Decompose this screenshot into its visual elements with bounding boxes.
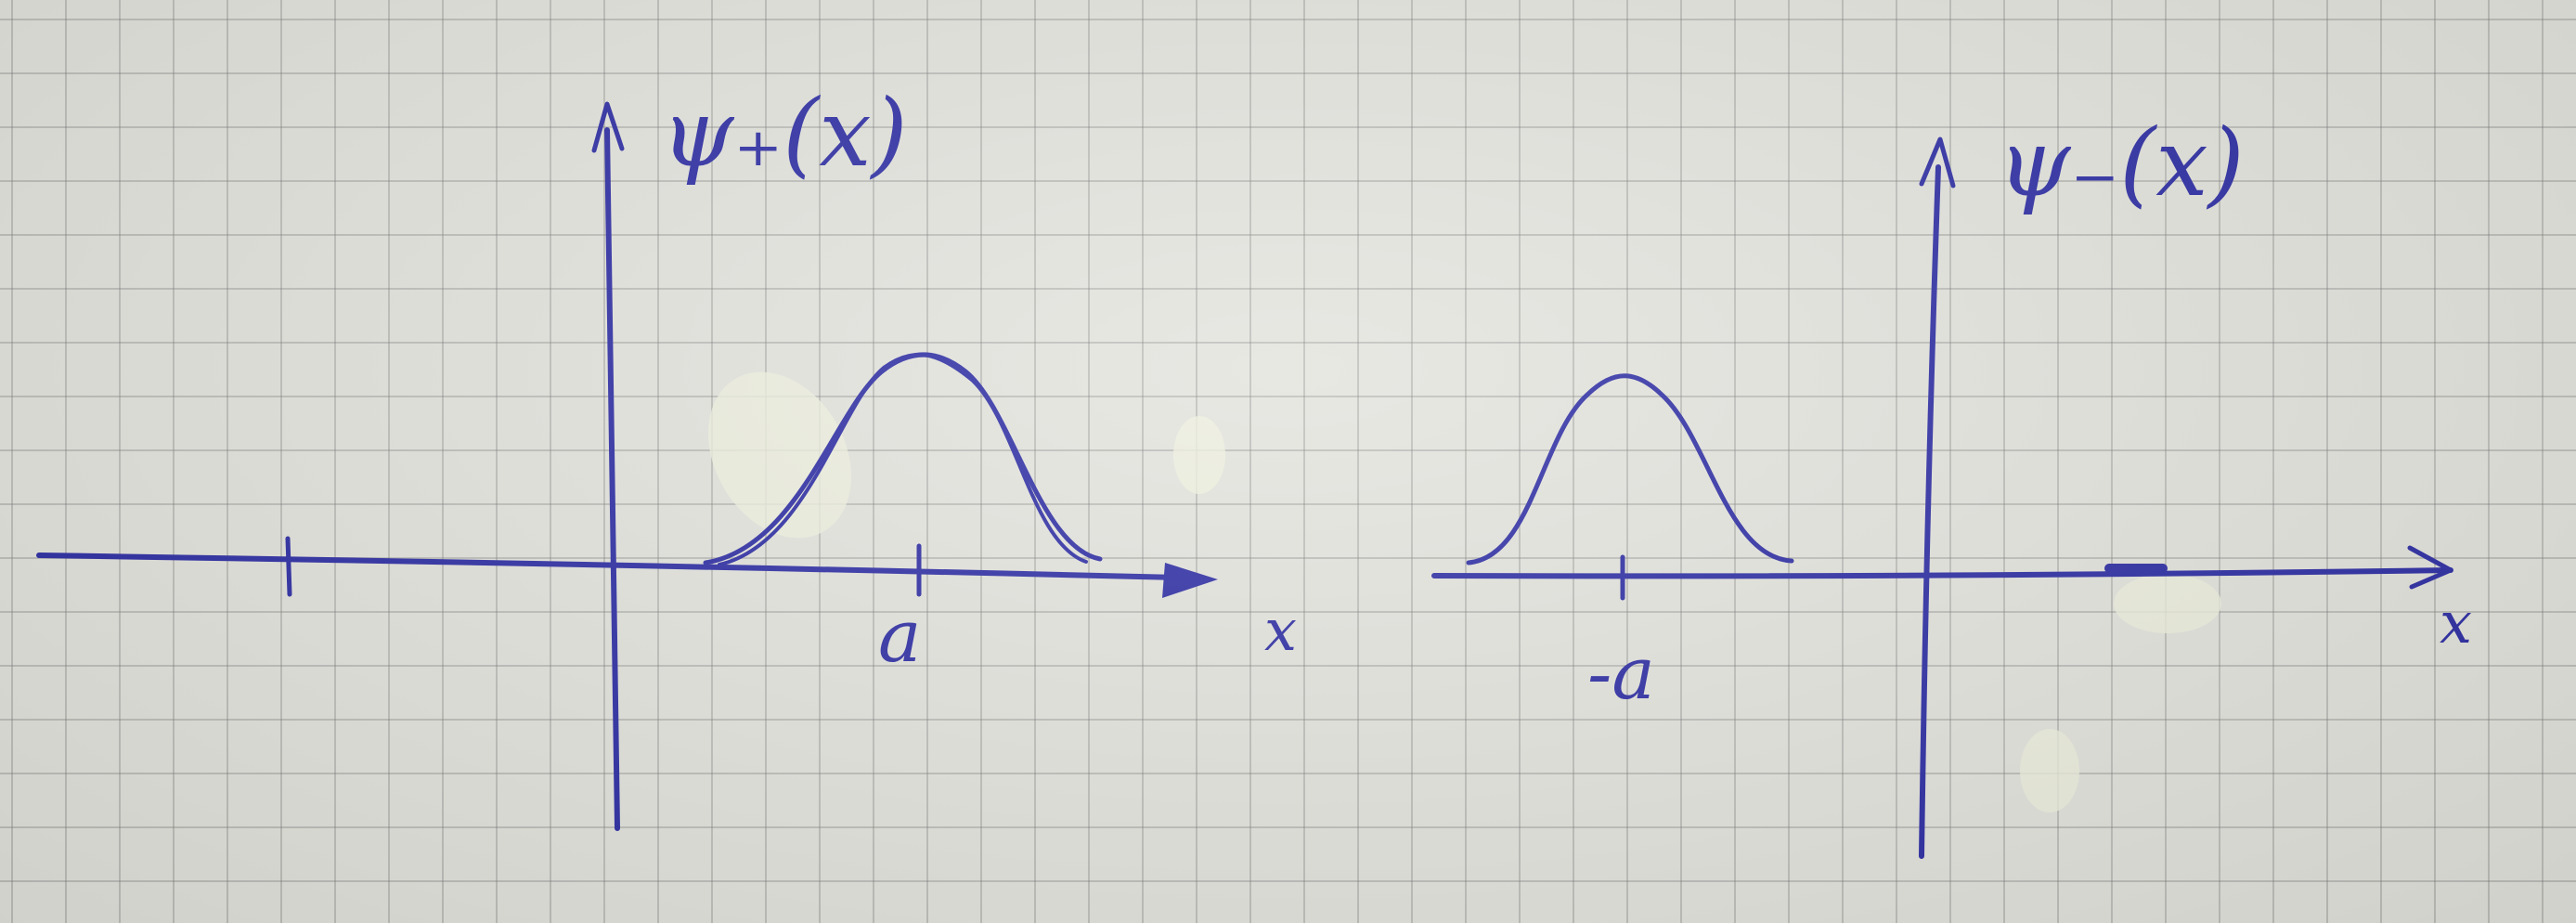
x-axis-label-left: x — [1264, 596, 1297, 664]
y-axis-arrow-right — [1919, 136, 1956, 188]
smudge-right-axis — [2114, 574, 2221, 633]
tick-neg-left — [285, 536, 292, 597]
correction-smudges — [707, 371, 2221, 812]
gaussian-bump-psi-plus-redraw — [718, 353, 1088, 566]
smudge-left-peak — [707, 371, 852, 539]
x-axis-left — [36, 552, 1182, 580]
function-label-psi-minus: ψ₋(x) — [1998, 109, 2245, 217]
y-axis-left — [604, 127, 620, 831]
function-label-psi-plus: ψ₊(x) — [661, 79, 908, 188]
plot-psi-minus: ψ₋(x) x -a — [1431, 109, 2472, 859]
smudge-bottom — [2020, 729, 2079, 812]
smudge-small — [1173, 416, 1225, 494]
x-axis-label-right: x — [2440, 589, 2472, 656]
tick-label-a: a — [878, 595, 922, 679]
gaussian-bump-psi-minus — [1466, 373, 1794, 566]
x-axis-arrow-right — [2407, 545, 2453, 590]
x-axis-right — [1431, 567, 2453, 579]
y-axis-right — [1919, 164, 1941, 859]
tick-label-neg-a: -a — [1587, 632, 1655, 716]
y-axis-arrow-left — [591, 101, 625, 153]
x-axis-arrow-left — [1162, 563, 1218, 598]
plot-psi-plus: ψ₊(x) x a — [36, 79, 1297, 831]
